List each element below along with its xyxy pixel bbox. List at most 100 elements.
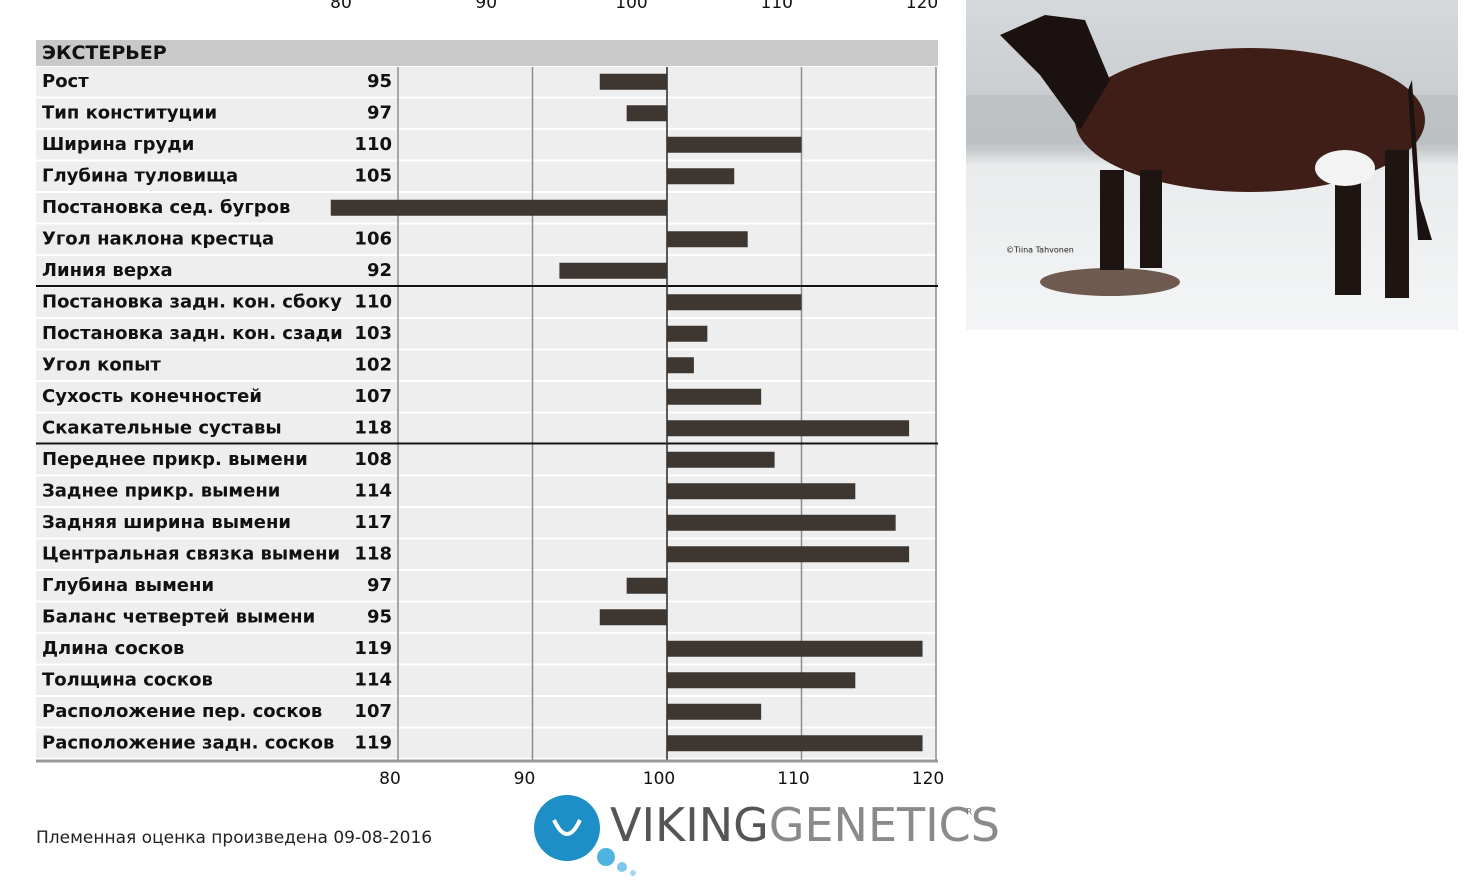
x-tick-label: 110 <box>777 769 809 789</box>
row-value: 119 <box>354 732 392 753</box>
footer-text: Племенная оценка произведена 09-08-2016 <box>36 828 432 848</box>
row-label: Сухость конечностей <box>42 386 262 407</box>
row-value: 95 <box>367 606 392 627</box>
x-tick-label-top: 100 <box>615 0 647 13</box>
row-bg <box>36 476 397 506</box>
row-bg <box>36 728 397 758</box>
x-tick-label-top: 90 <box>475 0 497 13</box>
x-tick-label: 80 <box>379 769 401 789</box>
row-bg <box>36 161 397 191</box>
logo-part2: GENETICS <box>769 798 1000 852</box>
bar <box>626 577 667 594</box>
bar <box>626 105 667 122</box>
row-label: Длина сосков <box>42 638 184 659</box>
row-bg <box>36 319 397 349</box>
bar <box>667 420 910 437</box>
bar <box>667 388 762 405</box>
logo: VIKINGGENETICS R <box>534 795 1000 876</box>
bar <box>667 546 910 563</box>
bar <box>667 672 856 689</box>
x-tick-label: 120 <box>912 769 944 789</box>
svg-text:VIKINGGENETICS: VIKINGGENETICS <box>610 798 1000 852</box>
bar <box>667 703 762 720</box>
row-value: 107 <box>354 386 392 407</box>
row-value: 108 <box>354 449 392 470</box>
x-tick-label-top: 120 <box>906 0 938 13</box>
row-value: 117 <box>354 512 392 533</box>
bar <box>667 231 748 248</box>
row-label: Переднее прикр. вымени <box>42 449 308 470</box>
bar <box>667 357 694 374</box>
row-label: Толщина сосков <box>42 669 213 690</box>
row-value: 119 <box>354 638 392 659</box>
row-label: Рост <box>42 71 89 92</box>
row-value: 95 <box>367 71 392 92</box>
row-bg <box>36 224 397 254</box>
row-bg <box>36 602 397 632</box>
bar <box>667 325 708 342</box>
row-label: Тип конституции <box>42 102 217 123</box>
row-value: 102 <box>354 354 392 375</box>
x-tick-label: 90 <box>514 769 536 789</box>
row-bg <box>36 697 397 727</box>
row-label: Задняя ширина вымени <box>42 512 291 533</box>
row-label: Центральная связка вымени <box>42 543 340 564</box>
section-header <box>36 40 938 66</box>
row-label: Глубина вымени <box>42 575 214 596</box>
row-value: 92 <box>367 260 392 281</box>
bar <box>667 640 923 657</box>
row-label: Линия верха <box>42 260 173 281</box>
bar <box>667 136 802 153</box>
bar <box>667 514 896 531</box>
row-bg <box>36 130 397 160</box>
row-label: Заднее прикр. вымени <box>42 480 280 501</box>
row-label: Постановка задн. кон. сзади <box>42 323 343 344</box>
row-bg <box>36 508 397 538</box>
row-value: 114 <box>354 480 392 501</box>
row-label: Постановка задн. кон. сбоку <box>42 291 342 312</box>
bar <box>667 735 923 752</box>
row-value: 97 <box>367 102 392 123</box>
x-tick-label: 100 <box>643 769 675 789</box>
bar <box>559 262 667 279</box>
row-bg <box>36 445 397 475</box>
logo-part1: VIKING <box>610 798 769 852</box>
row-bg <box>36 98 397 128</box>
bar <box>599 609 667 626</box>
row-value: 97 <box>367 575 392 596</box>
bar <box>667 451 775 468</box>
photo-credit: ©Tiina Tahvonen <box>1006 246 1074 255</box>
row-value: 110 <box>354 134 392 155</box>
row-label: Ширина груди <box>42 134 194 155</box>
bar <box>599 73 667 90</box>
row-value: 118 <box>354 543 392 564</box>
row-bg <box>36 67 397 97</box>
row-label: Расположение пер. сосков <box>42 701 322 722</box>
bar <box>667 168 735 185</box>
row-label: Баланс четвертей вымени <box>42 606 315 627</box>
row-label: Расположение задн. сосков <box>42 732 334 753</box>
row-bg <box>36 413 397 443</box>
x-tick-label-top: 80 <box>330 0 352 13</box>
row-bg <box>36 634 397 664</box>
row-value: 107 <box>354 701 392 722</box>
row-bg <box>36 350 397 380</box>
row-value: 118 <box>354 417 392 438</box>
row-label: Угол наклона крестца <box>42 228 274 249</box>
photo: ©Tiina Tahvonen <box>966 0 1458 330</box>
row-bg <box>36 382 397 412</box>
row-label: Угол копыт <box>42 354 161 375</box>
row-value: 103 <box>354 323 392 344</box>
row-value: 106 <box>354 228 392 249</box>
x-tick-label-top: 110 <box>761 0 793 13</box>
row-bg <box>36 256 397 286</box>
bar <box>330 199 667 216</box>
row-label: Скакательные суставы <box>42 417 282 438</box>
row-label: Постановка сед. бугров <box>42 197 290 218</box>
row-value: 114 <box>354 669 392 690</box>
row-bg <box>36 539 397 569</box>
row-bg <box>36 571 397 601</box>
row-bg <box>36 665 397 695</box>
